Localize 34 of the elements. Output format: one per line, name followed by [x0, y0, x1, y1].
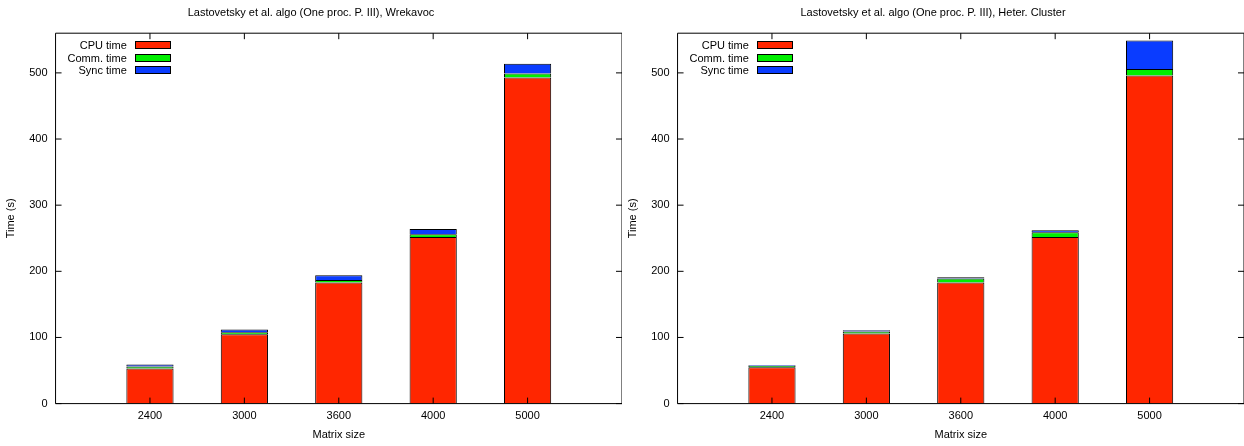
legend-label: Sync time — [78, 64, 127, 77]
y-tick-label: 0 — [41, 396, 48, 409]
y-tick-label: 200 — [651, 264, 670, 277]
x-tick-label: 2400 — [759, 409, 785, 422]
y-tick-label: 500 — [651, 65, 670, 78]
y-tick-label: 0 — [663, 396, 670, 409]
y-axis-title: Time (s) — [625, 198, 638, 239]
x-tick-label: 5000 — [1137, 409, 1162, 422]
x-tick-label: 2400 — [137, 409, 163, 422]
y-tick-label: 200 — [29, 264, 48, 277]
legend-label: Sync time — [700, 64, 749, 77]
y-axis-title: Time (s) — [3, 198, 16, 239]
x-tick-label: 4000 — [420, 409, 446, 422]
y-tick-label: 100 — [29, 330, 48, 343]
chart-title: Lastovetsky et al. algo (One proc. P. III), Heter. Cluster — [800, 5, 1066, 18]
y-tick-label: 300 — [29, 198, 48, 211]
x-axis-title: Matrix size — [312, 428, 366, 441]
x-tick-label: 3600 — [326, 409, 352, 422]
y-tick-label: 100 — [651, 330, 670, 343]
legend-label: Comm. time — [689, 51, 749, 65]
y-tick-label: 300 — [651, 198, 670, 211]
y-tick-label: 400 — [651, 132, 670, 145]
legend-label: Comm. time — [67, 51, 127, 65]
y-tick-label: 400 — [29, 132, 48, 145]
legend-label: CPU time — [701, 39, 749, 52]
legend-label: CPU time — [79, 39, 127, 52]
y-tick-label: 500 — [29, 65, 48, 78]
x-tick-label: 5000 — [515, 409, 540, 422]
x-tick-label: 3000 — [854, 409, 879, 422]
x-tick-label: 3000 — [232, 409, 257, 422]
x-tick-label: 3600 — [948, 409, 974, 422]
chart-title: Lastovetsky et al. algo (One proc. P. III), Wrekavoc — [187, 5, 435, 18]
x-axis-title: Matrix size — [934, 428, 988, 441]
x-tick-label: 4000 — [1042, 409, 1068, 422]
